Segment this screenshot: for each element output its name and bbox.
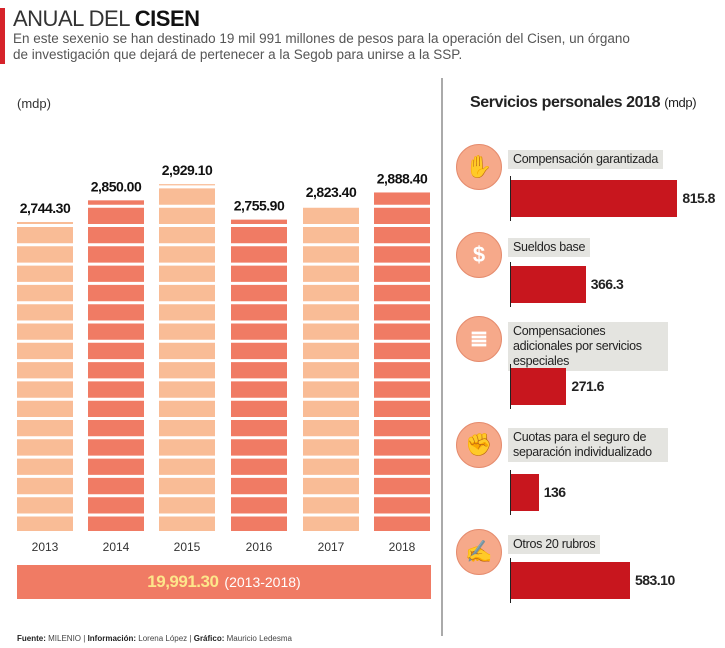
value-label: 583.10 bbox=[634, 572, 675, 588]
subtitle: En este sexenio se han destinado 19 mil … bbox=[13, 31, 630, 62]
value-label: 2,744.30 bbox=[20, 200, 71, 216]
y-unit-label: (mdp) bbox=[17, 96, 51, 111]
x-tick-label: 2018 bbox=[389, 540, 416, 554]
bar-fill bbox=[88, 200, 144, 531]
category-label: Compensación garantizada bbox=[508, 150, 663, 169]
x-tick-label: 2016 bbox=[246, 540, 273, 554]
accent-bar bbox=[0, 8, 5, 64]
value-label: 2,850.00 bbox=[91, 178, 142, 194]
bar-fill bbox=[231, 219, 287, 532]
bar-fill bbox=[159, 184, 215, 531]
value-label: 366.3 bbox=[590, 276, 624, 292]
value-label: 271.6 bbox=[571, 378, 604, 394]
category-label: Otros 20 rubros bbox=[508, 535, 601, 554]
total-box: 19,991.30 (2013-2018) bbox=[17, 565, 431, 599]
total-range: (2013-2018) bbox=[224, 574, 301, 590]
fist-icon: ✊ bbox=[456, 422, 502, 468]
bar-fill bbox=[17, 222, 73, 532]
category-label: Sueldos base bbox=[508, 238, 591, 257]
value-label: 2,823.40 bbox=[306, 184, 357, 200]
x-tick-label: 2017 bbox=[318, 540, 345, 554]
category-label: Cuotas para el seguro de separación indi… bbox=[508, 428, 668, 462]
bar bbox=[511, 180, 678, 217]
banknote-icon: $ bbox=[456, 232, 502, 278]
bar-axis bbox=[510, 262, 511, 307]
divider bbox=[441, 78, 443, 636]
page-title: ANUAL DEL CISEN bbox=[13, 6, 200, 31]
bar-axis bbox=[510, 558, 511, 603]
right-chart-title: Servicios personales 2018 (mdp) bbox=[470, 94, 697, 111]
value-label: 2,755.90 bbox=[234, 198, 285, 214]
receipt-icon: ≣ bbox=[456, 316, 502, 362]
bar bbox=[511, 266, 586, 303]
bar-axis bbox=[510, 470, 511, 515]
hand-icon: ✋ bbox=[456, 144, 502, 190]
value-label: 2,929.10 bbox=[162, 162, 213, 178]
bar bbox=[511, 562, 630, 599]
category-label: Compensaciones adicionales por servicios… bbox=[508, 322, 668, 371]
footer-credits: Fuente: MILENIO | Información: Lorena Ló… bbox=[17, 634, 292, 643]
annual-bar-chart: 2,744.30 2013 2,850.00 2014 2,929.10 2015 2,75… bbox=[17, 162, 430, 554]
x-tick-label: 2015 bbox=[174, 540, 201, 554]
x-tick-label: 2013 bbox=[32, 540, 59, 554]
value-label: 815.8 bbox=[682, 190, 715, 206]
bar-axis bbox=[510, 364, 511, 409]
bar-axis bbox=[510, 176, 511, 221]
bar-fill bbox=[303, 205, 359, 531]
bar bbox=[511, 474, 539, 511]
value-label: 136 bbox=[543, 484, 566, 500]
x-tick-label: 2014 bbox=[103, 540, 130, 554]
total-value: 19,991.30 bbox=[147, 572, 219, 591]
bar bbox=[511, 368, 567, 405]
value-label: 2,888.40 bbox=[377, 170, 428, 186]
handshake-icon: ✍ bbox=[456, 529, 502, 575]
